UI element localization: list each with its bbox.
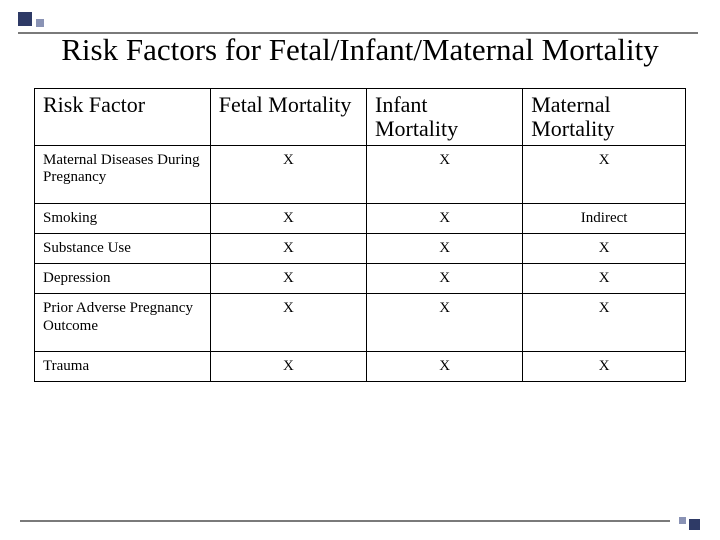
cell-fetal: X <box>210 146 366 204</box>
risk-factors-table: Risk Factor Fetal Mortality Infant Morta… <box>34 88 686 382</box>
cell-maternal: Indirect <box>523 203 686 233</box>
cell-maternal: X <box>523 264 686 294</box>
table-row: Substance Use X X X <box>35 233 686 263</box>
footer-decoration <box>672 512 700 530</box>
cell-fetal: X <box>210 264 366 294</box>
cell-infant: X <box>367 264 523 294</box>
col-header-infant: Infant Mortality <box>367 88 523 145</box>
cell-infant: X <box>367 146 523 204</box>
cell-fetal: X <box>210 203 366 233</box>
cell-infant: X <box>367 294 523 352</box>
header-rule <box>18 32 698 34</box>
deco-square-dark <box>689 519 700 530</box>
table-row: Prior Adverse Pregnancy Outcome X X X <box>35 294 686 352</box>
cell-risk: Maternal Diseases During Pregnancy <box>35 146 211 204</box>
cell-maternal: X <box>523 351 686 381</box>
col-header-risk: Risk Factor <box>35 88 211 145</box>
table-row: Smoking X X Indirect <box>35 203 686 233</box>
cell-risk: Trauma <box>35 351 211 381</box>
cell-fetal: X <box>210 351 366 381</box>
deco-square-dark <box>18 12 32 26</box>
cell-infant: X <box>367 233 523 263</box>
deco-square-light <box>679 517 686 524</box>
cell-risk: Smoking <box>35 203 211 233</box>
col-header-maternal: Maternal Mortality <box>523 88 686 145</box>
cell-maternal: X <box>523 146 686 204</box>
table-row: Maternal Diseases During Pregnancy X X X <box>35 146 686 204</box>
cell-risk: Prior Adverse Pregnancy Outcome <box>35 294 211 352</box>
table-body: Maternal Diseases During Pregnancy X X X… <box>35 146 686 382</box>
table-row: Depression X X X <box>35 264 686 294</box>
table-container: Risk Factor Fetal Mortality Infant Morta… <box>0 78 720 382</box>
footer-rule <box>20 520 670 522</box>
col-header-fetal: Fetal Mortality <box>210 88 366 145</box>
cell-fetal: X <box>210 233 366 263</box>
cell-maternal: X <box>523 233 686 263</box>
cell-maternal: X <box>523 294 686 352</box>
cell-risk: Substance Use <box>35 233 211 263</box>
page-title: Risk Factors for Fetal/Infant/Maternal M… <box>0 0 720 78</box>
table-header-row: Risk Factor Fetal Mortality Infant Morta… <box>35 88 686 145</box>
cell-infant: X <box>367 351 523 381</box>
corner-decoration <box>18 12 46 40</box>
cell-infant: X <box>367 203 523 233</box>
cell-risk: Depression <box>35 264 211 294</box>
deco-square-light <box>36 19 44 27</box>
cell-fetal: X <box>210 294 366 352</box>
table-row: Trauma X X X <box>35 351 686 381</box>
